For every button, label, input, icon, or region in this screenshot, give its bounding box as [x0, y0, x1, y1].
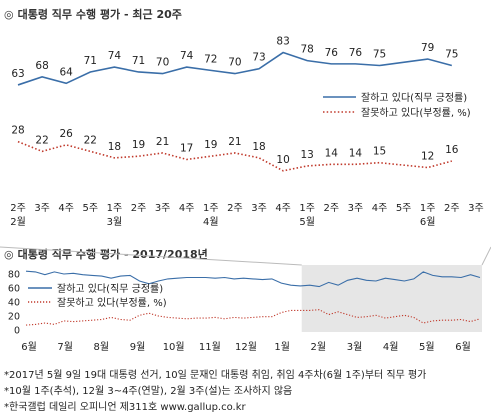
footnote-2: *10월 1주(추석), 12월 3~4주(연말), 2월 3주(설)는 조사하… [4, 386, 293, 397]
top-data-label-1-7: 17 [180, 142, 193, 154]
top-x-tick-month-4: 3월 [107, 216, 123, 228]
top-legend-label-0: 잘하고 있다(직무 긍정률) [361, 91, 467, 104]
top-x-tick-week-6: 3주 [155, 203, 171, 214]
top-data-label-1-10: 18 [252, 141, 265, 153]
bottom-x-month-9: 3월 [347, 341, 363, 353]
top-data-label-0-17: 79 [421, 42, 434, 54]
top-data-label-1-11: 10 [276, 154, 289, 166]
top-data-label-0-18: 75 [445, 49, 458, 61]
top-data-label-1-4: 18 [108, 141, 121, 153]
top-x-tick-week-1: 3주 [34, 203, 50, 214]
bottom-y-tick-80: 80 [8, 270, 20, 281]
top-data-label-0-12: 78 [301, 44, 314, 56]
top-data-label-0-4: 74 [108, 50, 122, 62]
top-data-label-0-14: 76 [349, 47, 363, 59]
bottom-x-month-0: 6월 [21, 341, 37, 353]
bottom-chart-title: ◎ 대통령 직무 수행 평가 - 2017/2018년 [4, 246, 208, 262]
top-x-tick-week-15: 4주 [372, 203, 388, 214]
footnote-1: *2017년 5월 9일 19대 대통령 선거, 10일 문재인 대통령 취임,… [4, 370, 427, 381]
top-x-tick-week-8: 1주 [203, 203, 219, 214]
top-x-tick-month-0: 2월 [10, 216, 26, 228]
footnote-3: *한국갤럽 데일리 오피니언 제311호 www.gallup.co.kr [4, 402, 246, 413]
top-data-label-1-9: 21 [228, 136, 241, 148]
top-data-label-1-17: 12 [421, 151, 434, 163]
top-data-label-1-3: 22 [84, 134, 97, 146]
top-x-tick-month-8: 4월 [203, 216, 219, 228]
zoom-guide-left [0, 246, 302, 266]
bottom-x-month-10: 4월 [383, 341, 399, 353]
bottom-chart-title-mark: ◎ [4, 248, 14, 261]
bottom-legend-label-0: 잘하고 있다(직무 긍정률) [57, 282, 163, 295]
bottom-x-month-4: 10월 [163, 341, 185, 353]
top-data-label-1-12: 13 [301, 149, 314, 161]
top-data-label-1-1: 22 [35, 134, 48, 146]
top-legend-label-1: 잘못하고 있다(부정률, %) [361, 106, 471, 119]
top-data-label-0-8: 72 [204, 53, 217, 65]
top-data-label-1-18: 16 [445, 144, 459, 156]
top-data-label-1-0: 28 [11, 125, 24, 137]
bottom-x-month-6: 12월 [235, 341, 257, 353]
top-x-tick-week-18: 2주 [444, 203, 460, 214]
top-data-label-1-8: 19 [204, 139, 217, 151]
bottom-x-month-12: 6월 [455, 341, 471, 353]
bottom-x-month-8: 2월 [311, 341, 327, 353]
bottom-x-month-3: 9월 [130, 341, 146, 353]
top-x-tick-week-3: 5주 [83, 203, 99, 214]
top-series-line-0 [17, 51, 453, 86]
bottom-y-tick-20: 20 [8, 312, 20, 323]
top-data-label-1-13: 14 [325, 147, 339, 159]
top-data-label-0-11: 83 [276, 36, 289, 48]
top-series-line-1 [17, 140, 453, 172]
top-data-label-1-5: 19 [132, 139, 145, 151]
bottom-x-month-7: 1월 [274, 341, 290, 353]
top-x-tick-week-9: 2주 [227, 203, 243, 214]
top-chart: 63 68 64 71 74 71 70 74 72 70 73 83 78 76 76 75 79 75 28 22… [10, 36, 484, 228]
bottom-x-month-2: 8월 [94, 341, 110, 353]
top-x-tick-week-4: 1주 [107, 203, 123, 214]
top-x-tick-week-13: 2주 [324, 203, 340, 214]
top-data-label-0-10: 73 [252, 52, 265, 64]
top-data-label-0-15: 75 [373, 49, 386, 61]
bottom-highlight-region [301, 265, 482, 332]
top-chart-title: ◎ 대통령 직무 수행 평가 - 최근 20주 [4, 6, 182, 22]
bottom-y-tick-0: 0 [14, 326, 20, 337]
top-data-label-0-2: 64 [60, 66, 74, 78]
top-x-tick-month-12: 5월 [299, 216, 315, 228]
bottom-x-month-11: 5월 [419, 341, 435, 353]
top-x-tick-week-19: 3주 [468, 203, 484, 214]
top-data-label-0-0: 63 [11, 68, 24, 80]
top-x-tick-week-5: 2주 [131, 203, 147, 214]
top-x-tick-week-7: 4주 [179, 203, 195, 214]
zoom-guide-right [481, 246, 491, 266]
bottom-x-month-1: 7월 [57, 341, 73, 353]
top-data-label-0-9: 70 [228, 57, 241, 69]
top-x-tick-week-10: 3주 [251, 203, 267, 214]
top-x-tick-month-17: 6월 [420, 216, 436, 228]
top-x-tick-week-2: 4주 [58, 203, 74, 214]
top-data-label-0-5: 71 [132, 55, 145, 67]
top-x-tick-week-0: 2주 [10, 203, 26, 214]
top-data-label-0-6: 70 [156, 57, 169, 69]
top-x-tick-week-17: 1주 [420, 203, 436, 214]
top-data-label-1-6: 21 [156, 136, 169, 148]
bottom-x-month-5: 11월 [199, 341, 221, 353]
top-data-label-1-14: 14 [349, 147, 363, 159]
bottom-y-tick-60: 60 [8, 284, 20, 295]
top-data-label-1-2: 26 [60, 128, 74, 140]
top-data-label-0-1: 68 [35, 60, 48, 72]
bottom-chart: 0 20 40 60 80 잘하고 있다(직무 긍정률)잘못하고 있다(부정률, %) 6월… [0, 246, 491, 353]
top-x-tick-week-14: 3주 [348, 203, 364, 214]
bottom-y-tick-40: 40 [8, 298, 20, 309]
top-data-label-0-13: 76 [325, 47, 339, 59]
bottom-legend-label-1: 잘못하고 있다(부정률, %) [57, 296, 167, 309]
top-x-tick-week-12: 1주 [299, 203, 315, 214]
top-x-tick-week-16: 5주 [396, 203, 412, 214]
top-data-label-0-7: 74 [180, 50, 194, 62]
top-chart-title-mark: ◎ [4, 8, 14, 21]
top-data-label-1-15: 15 [373, 146, 386, 158]
top-chart-title-text: 대통령 직무 수행 평가 - 최근 20주 [17, 8, 182, 21]
bottom-series-line-0 [25, 270, 481, 288]
top-data-label-0-3: 71 [84, 55, 97, 67]
top-x-tick-week-11: 4주 [275, 203, 291, 214]
